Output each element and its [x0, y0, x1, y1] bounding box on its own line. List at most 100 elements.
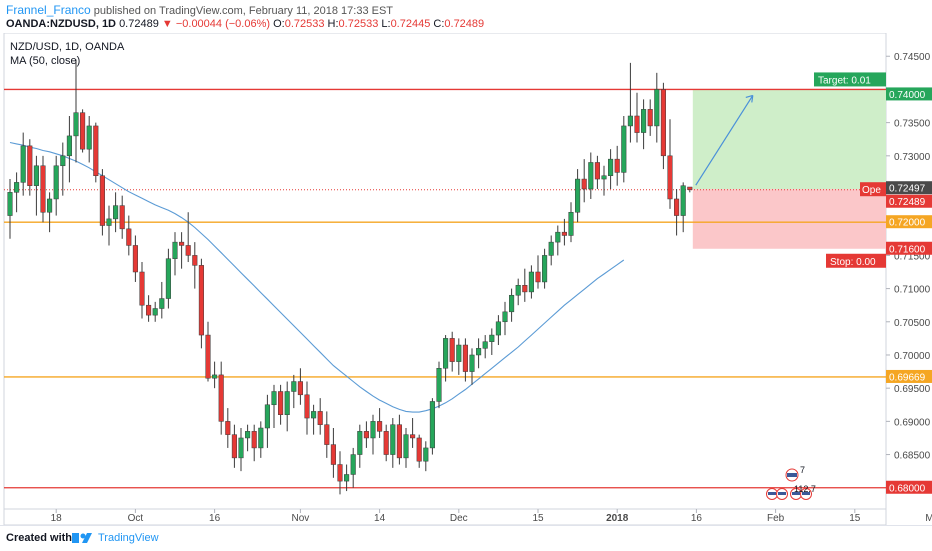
- y-tick-label: 0.70000: [894, 351, 931, 362]
- candle-85: [568, 202, 574, 243]
- candle-body: [291, 381, 297, 392]
- candle-body: [297, 381, 303, 396]
- candle-9: [66, 115, 72, 183]
- last-price-label-box: [886, 194, 932, 208]
- y-tick-label: 0.68500: [894, 451, 931, 462]
- candle-35: [238, 428, 244, 472]
- candle-99: [660, 82, 666, 170]
- candle-body: [555, 231, 561, 243]
- candle-body: [14, 182, 20, 193]
- candle-body: [225, 421, 231, 435]
- close-value: 0.72489: [444, 18, 485, 30]
- candle-82: [548, 235, 554, 266]
- level-price-label-3: 0.68000: [889, 483, 926, 494]
- candle-body: [660, 89, 666, 157]
- candle-body: [575, 178, 581, 213]
- low-label: L:: [381, 18, 391, 30]
- candle-101: [674, 189, 680, 236]
- candle-45: [304, 381, 310, 435]
- candle-37: [251, 424, 257, 462]
- candle-24: [165, 248, 171, 309]
- candle-76: [509, 288, 515, 322]
- open-label-box: [860, 182, 886, 197]
- candle-body: [245, 431, 251, 439]
- candle-body: [594, 162, 600, 180]
- candle-95: [634, 92, 640, 143]
- candle-90: [601, 165, 607, 196]
- candle-body: [47, 198, 53, 213]
- open-value: 0.72533: [284, 18, 325, 30]
- x-tick-label: 2018: [606, 513, 629, 524]
- candle-body: [561, 231, 567, 236]
- y-tick-label: 0.69500: [894, 384, 931, 395]
- down-arrow-icon: ▼: [161, 18, 173, 30]
- candle-body: [258, 427, 264, 449]
- candle-body: [106, 218, 112, 226]
- x-tick-label: Mar: [925, 513, 932, 524]
- candle-58: [390, 418, 396, 468]
- candle-51: [344, 464, 350, 492]
- candle-64: [429, 398, 435, 455]
- candle-body: [146, 304, 152, 316]
- candle-body: [581, 178, 587, 190]
- published-text: published on TradingView.com, February 1…: [93, 5, 394, 17]
- candle-body: [251, 431, 257, 449]
- candle-74: [495, 315, 501, 346]
- price-chart[interactable]: 0.74500 0.73500 0.73000 0.71500 0.71000 0.705…: [0, 33, 932, 525]
- candle-body: [304, 394, 310, 419]
- candle-body: [132, 245, 138, 273]
- candle-body: [383, 431, 389, 455]
- candle-body: [469, 354, 475, 372]
- candle-71: [476, 338, 482, 369]
- candle-30: [205, 321, 211, 382]
- level-price-label-1: 0.72000: [889, 218, 926, 229]
- candle-2: [20, 132, 26, 196]
- candle-46: [311, 404, 317, 435]
- footer: Created with TradingView: [0, 525, 932, 551]
- candle-body: [66, 135, 72, 157]
- time-axis[interactable]: 18 Oct 16 Nov 14 Dec 15 2018 16 Feb 15 Mar: [51, 509, 932, 524]
- level-price-label-1-box: [886, 215, 932, 229]
- candle-body: [495, 321, 501, 336]
- candle-body: [205, 334, 211, 379]
- candle-body: [86, 125, 92, 150]
- candle-body: [53, 165, 59, 200]
- candle-body: [390, 424, 396, 455]
- candle-body: [680, 185, 686, 216]
- candle-body: [20, 145, 26, 183]
- candle-72: [482, 335, 488, 359]
- candle-5: [40, 155, 46, 223]
- candle-body: [337, 464, 343, 482]
- events-layer: 7 112.7: [766, 465, 816, 500]
- candle-33: [225, 408, 231, 448]
- candle-body: [311, 411, 317, 419]
- candle-body: [344, 474, 350, 482]
- target-price-label-box: [886, 87, 932, 101]
- level-price-label-2: 0.69669: [889, 372, 926, 383]
- candle-43: [291, 374, 297, 409]
- candle-body: [522, 285, 528, 293]
- price-axis[interactable]: 0.74500 0.73500 0.73000 0.71500 0.71000 0.705…: [886, 52, 931, 462]
- low-value: 0.72445: [390, 18, 431, 30]
- candle-70: [469, 348, 475, 385]
- candle-94: [627, 62, 633, 143]
- candle-body: [436, 368, 442, 402]
- tradingview-link[interactable]: TradingView: [98, 532, 159, 544]
- high-label: H:: [327, 18, 339, 30]
- candle-61: [410, 418, 416, 448]
- candle-body: [179, 241, 185, 246]
- x-tick-label: 15: [532, 513, 544, 524]
- flag-stripe: [768, 492, 776, 495]
- candle-68: [456, 338, 462, 375]
- candle-body: [548, 241, 554, 256]
- candle-17: [119, 195, 125, 239]
- ohlc-line: OANDA:NZDUSD, 1D 0.72489 ▼ −0.00044 (−0.…: [6, 18, 484, 30]
- author-link[interactable]: Frannel_Franco: [6, 3, 91, 17]
- candle-body: [212, 374, 218, 379]
- candle-body: [238, 437, 244, 459]
- candle-77: [515, 278, 521, 306]
- candle-55: [370, 414, 376, 455]
- candle-63: [423, 441, 429, 472]
- candle-body: [462, 344, 468, 372]
- candle-body: [192, 255, 198, 266]
